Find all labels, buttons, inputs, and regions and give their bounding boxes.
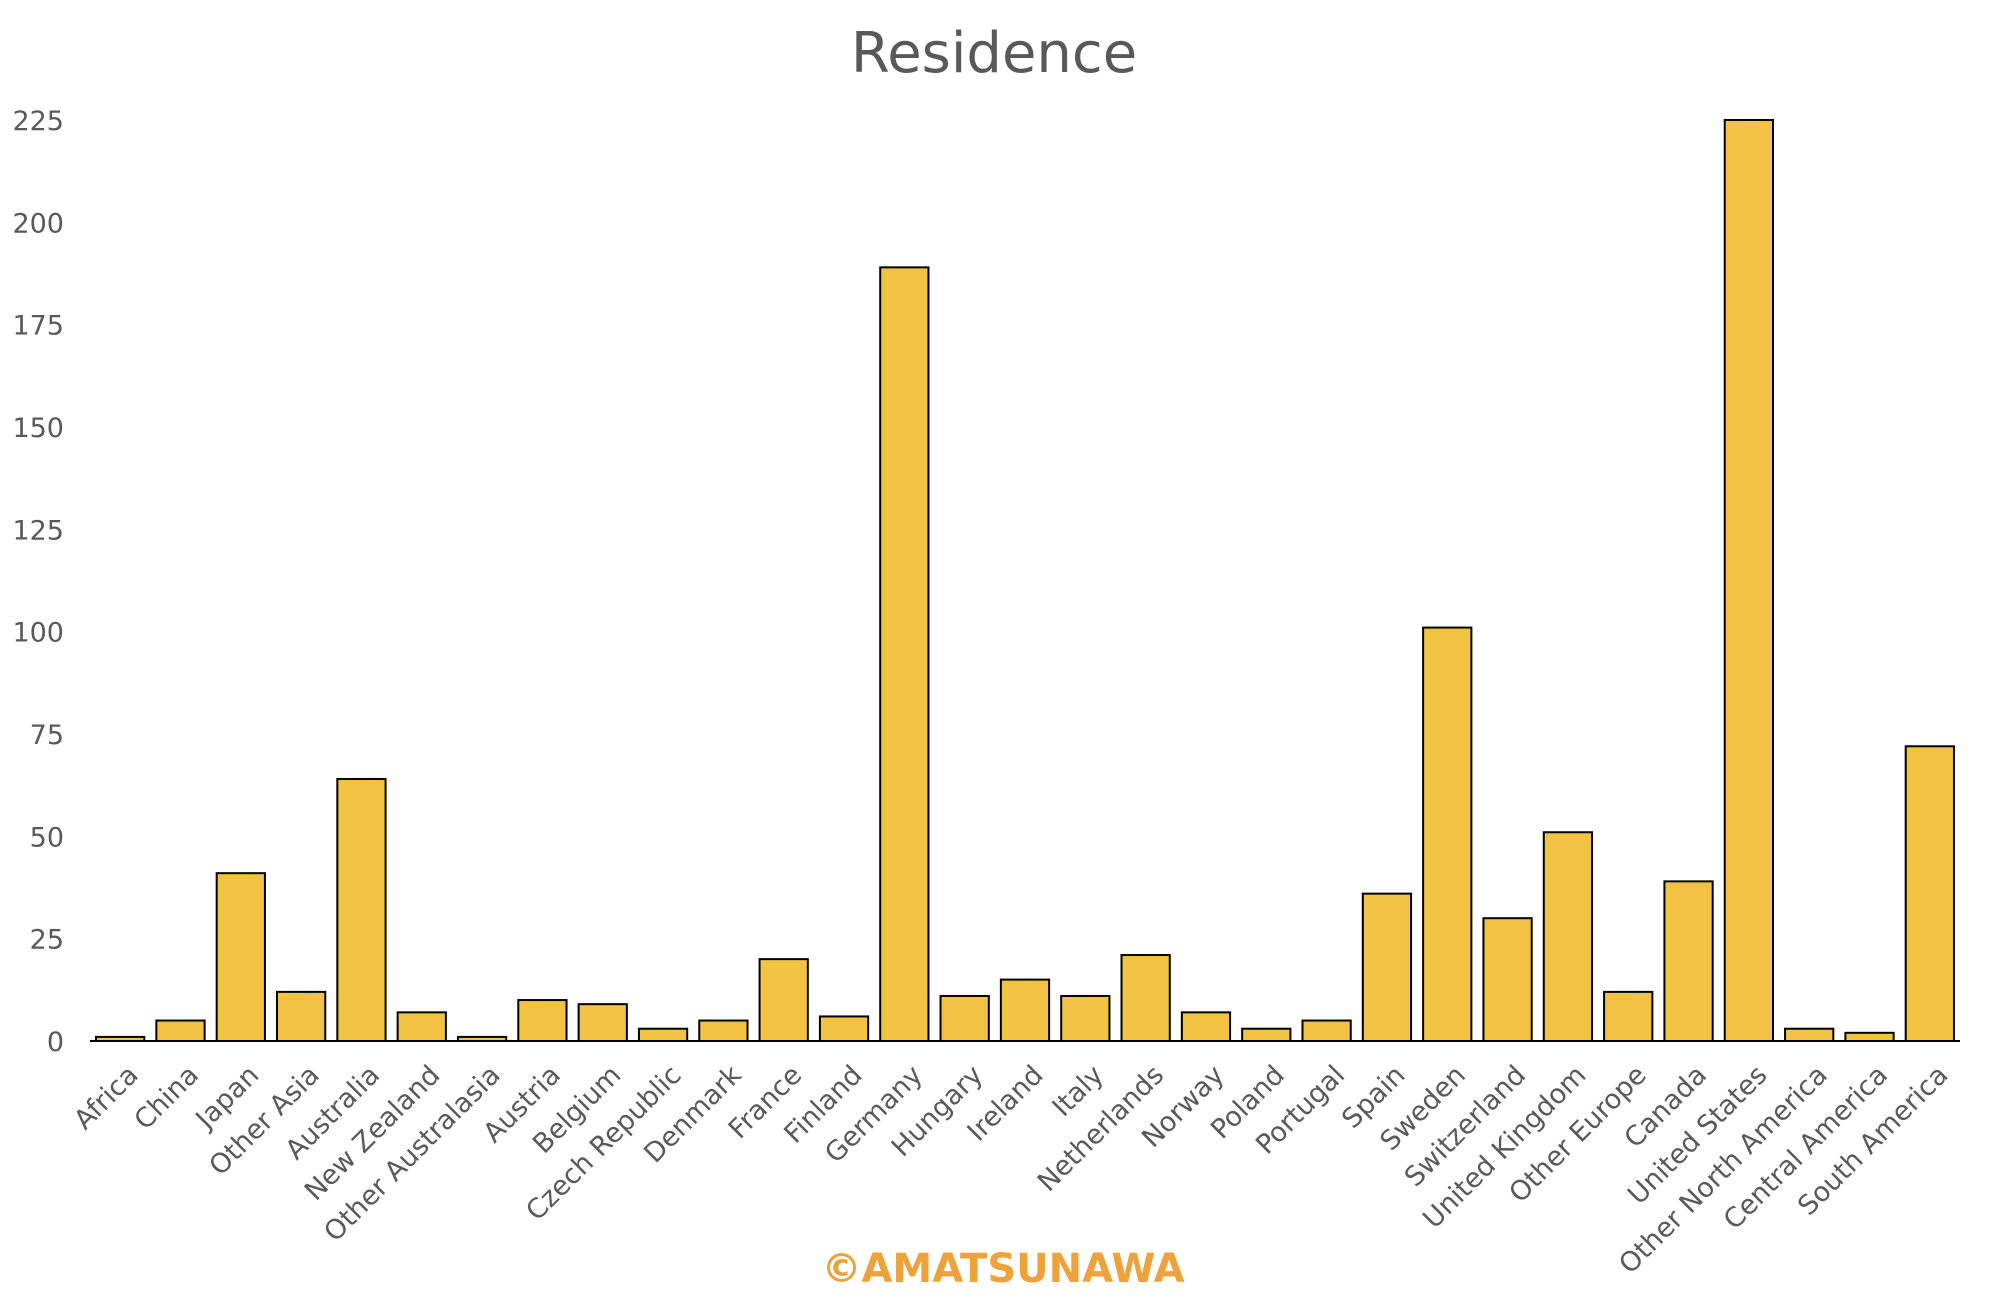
bar [1241, 1027, 1292, 1042]
y-tick-label: 0 [47, 1027, 64, 1058]
x-tick-label: China [129, 1060, 205, 1136]
bar [215, 872, 266, 1042]
y-tick-label: 175 [12, 311, 64, 342]
y-tick-label: 200 [12, 208, 64, 239]
bar [1361, 892, 1413, 1043]
bar-series [95, 119, 1955, 1043]
bar [1180, 1011, 1232, 1043]
y-tick-label: 100 [12, 618, 64, 649]
bar [818, 1015, 870, 1043]
bar [1301, 1019, 1352, 1042]
bar [577, 1003, 628, 1042]
bar [336, 778, 387, 1042]
y-tick-label: 75 [30, 720, 64, 751]
bar [999, 978, 1051, 1042]
bar [879, 266, 930, 1042]
bar [1120, 954, 1171, 1042]
watermark: ©AMATSUNAWA [821, 1246, 1184, 1292]
x-tick-label: Africa [68, 1060, 144, 1136]
y-tick-label: 25 [30, 925, 64, 956]
y-tick-label: 125 [12, 515, 64, 546]
bar [396, 1011, 447, 1043]
bar [517, 999, 568, 1042]
y-axis: 0 25 50 75 100 125 150 175 200 225 [12, 106, 64, 1058]
bar [939, 994, 990, 1042]
bar [698, 1019, 749, 1042]
bar [1784, 1027, 1835, 1042]
bar [1663, 880, 1714, 1042]
bar [155, 1019, 206, 1042]
bar [1723, 119, 1775, 1042]
bar [1060, 994, 1111, 1042]
chart-title: Residence [851, 21, 1137, 86]
y-tick-label: 50 [30, 822, 64, 853]
y-tick-label: 150 [12, 413, 64, 444]
bar [637, 1027, 689, 1042]
bar [1904, 745, 1955, 1043]
bar [758, 958, 809, 1043]
bar [1422, 626, 1473, 1042]
bar [276, 990, 327, 1043]
bar [1482, 917, 1533, 1043]
bar [1542, 831, 1594, 1042]
y-tick-label: 225 [12, 106, 64, 137]
bar [1844, 1031, 1895, 1043]
bar [1603, 990, 1654, 1043]
